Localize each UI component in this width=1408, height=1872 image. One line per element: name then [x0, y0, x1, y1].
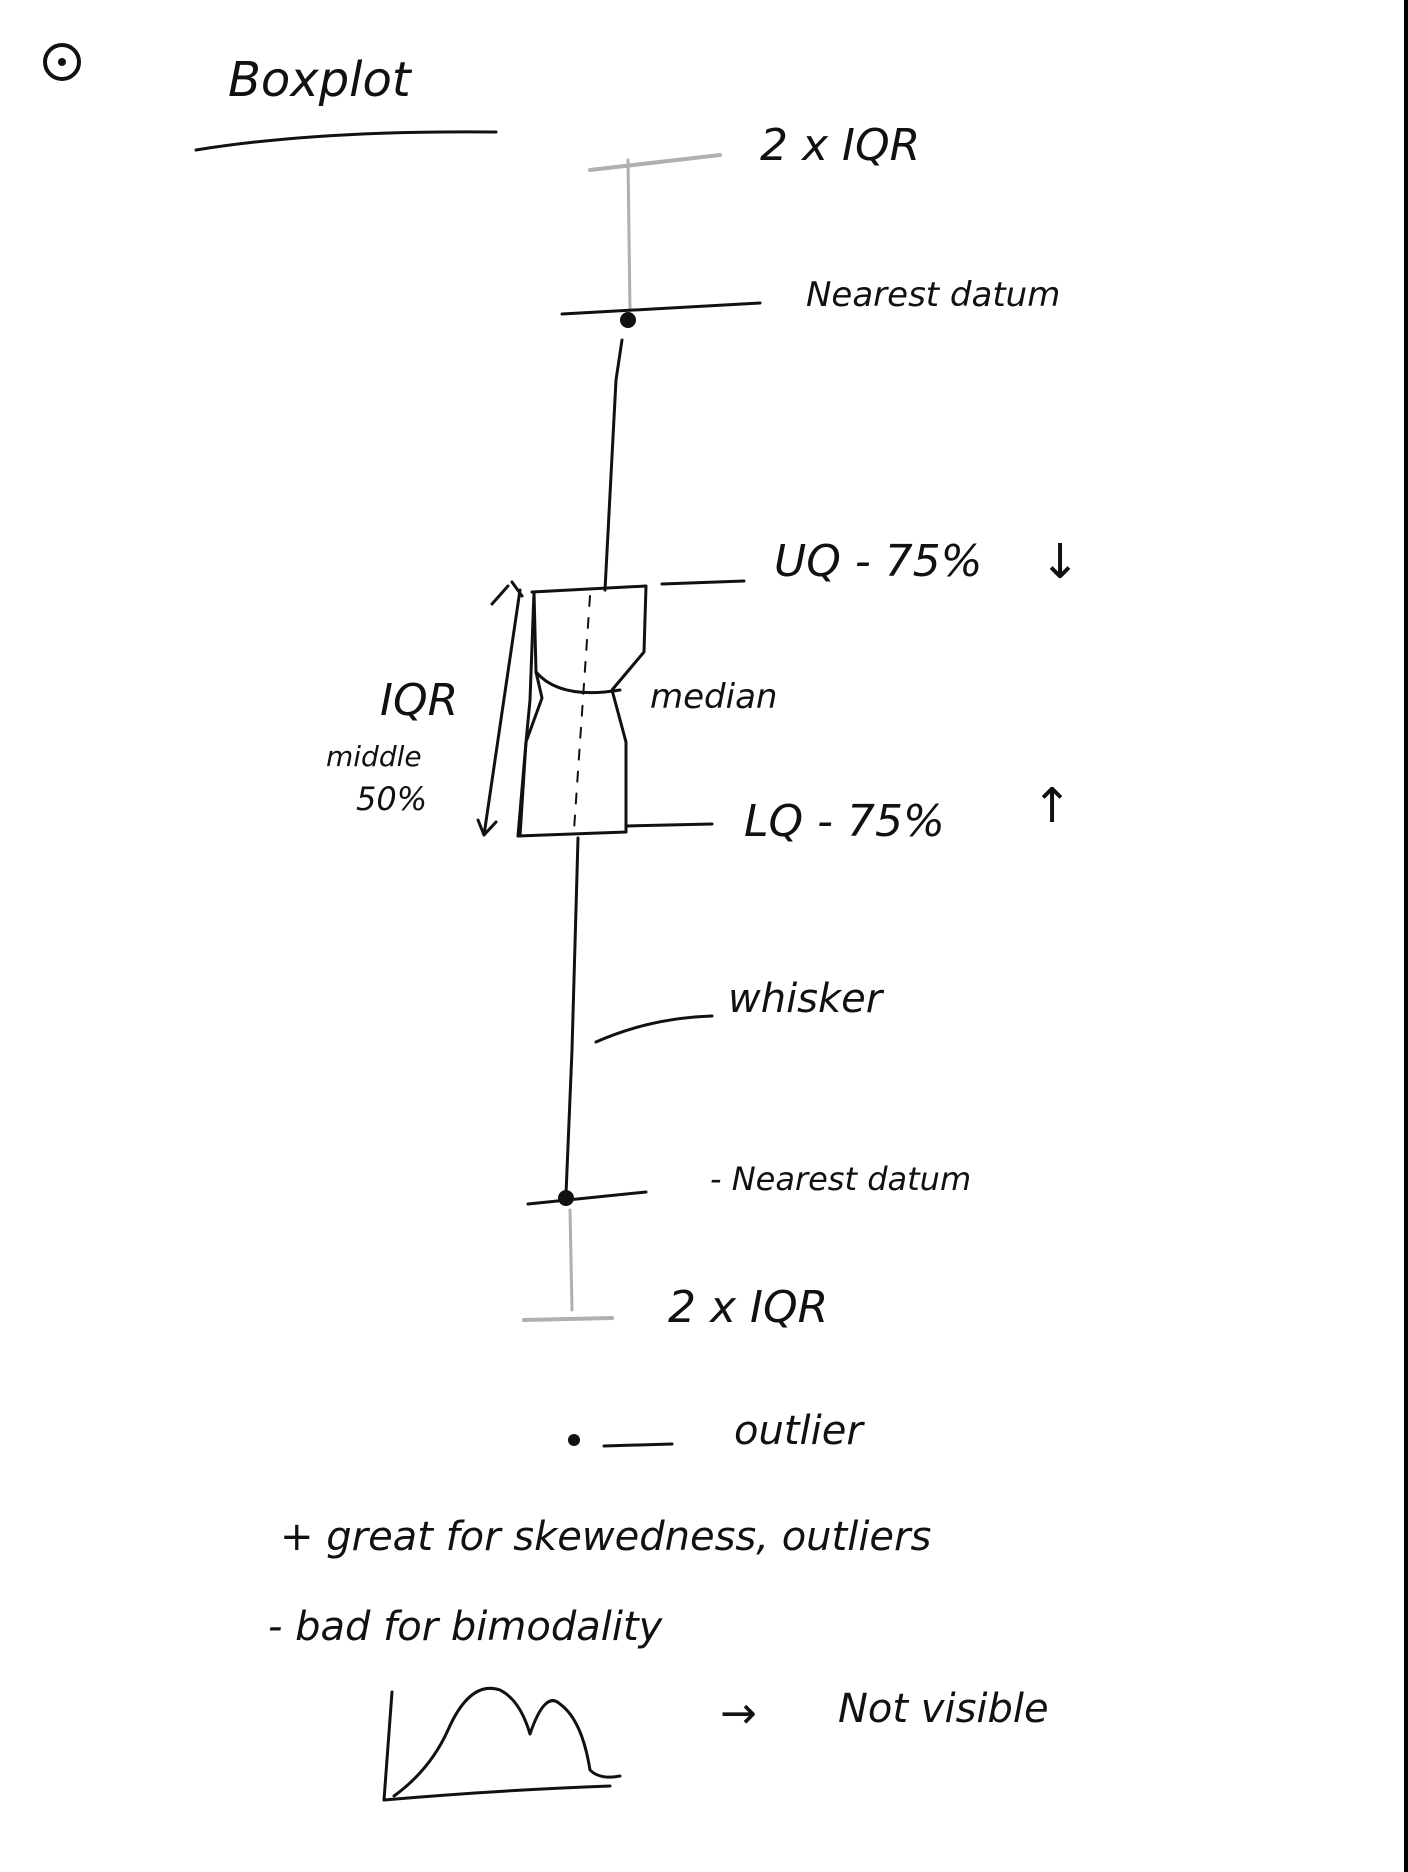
upper-datum-point — [620, 312, 636, 328]
upper-limit-label: 2 x IQR — [760, 120, 920, 171]
lower-quartile-line — [624, 822, 714, 828]
pro-note: + great for skewedness, outliers — [280, 1514, 931, 1560]
iqr-label: IQR — [380, 675, 458, 726]
lower-limit-line — [568, 1208, 574, 1312]
lower-limit-cap — [522, 1316, 614, 1322]
not-visible-label: Not visible — [838, 1686, 1049, 1732]
outlier-pointer-line — [602, 1442, 674, 1448]
iqr-bracket — [476, 580, 524, 837]
upper-whisker — [603, 338, 624, 592]
arrow-icon: → — [720, 1688, 757, 1739]
page-title: Boxplot — [228, 52, 413, 108]
median-notch-left — [534, 670, 622, 695]
page-right-border — [1404, 0, 1408, 1872]
target-icon — [43, 43, 81, 81]
outlier-point — [568, 1434, 580, 1446]
fifty-percent-label: 50% — [356, 780, 427, 818]
upper-quartile-label: UQ - 75% — [774, 536, 982, 587]
upper-arrow-icon: ↓ — [1040, 534, 1080, 590]
title-underline — [194, 130, 498, 152]
upper-datum-label: Nearest datum — [806, 275, 1060, 315]
box-outline — [516, 584, 648, 838]
box-inner-left — [518, 590, 536, 838]
lower-limit-label: 2 x IQR — [668, 1282, 828, 1333]
bimodal-distribution-sketch — [382, 1687, 622, 1802]
whisker-pointer-line — [594, 1014, 714, 1044]
upper-datum-line — [560, 301, 762, 316]
lower-datum-point — [558, 1190, 574, 1206]
outlier-label: outlier — [734, 1408, 865, 1454]
middle-label: middle — [326, 740, 422, 773]
upper-quartile-line — [660, 579, 746, 586]
whisker-label: whisker — [728, 976, 885, 1022]
lower-whisker — [564, 836, 580, 1196]
lower-arrow-icon: ↑ — [1032, 778, 1072, 834]
median-label: median — [650, 677, 777, 717]
upper-limit-cap — [588, 153, 722, 172]
upper-limit-line — [626, 158, 632, 312]
lower-datum-line — [526, 1190, 648, 1206]
lower-datum-label: - Nearest datum — [710, 1160, 971, 1198]
lower-quartile-label: LQ - 75% — [744, 796, 945, 847]
con-note: - bad for bimodality — [268, 1604, 664, 1650]
box-center-dashed — [573, 595, 591, 831]
